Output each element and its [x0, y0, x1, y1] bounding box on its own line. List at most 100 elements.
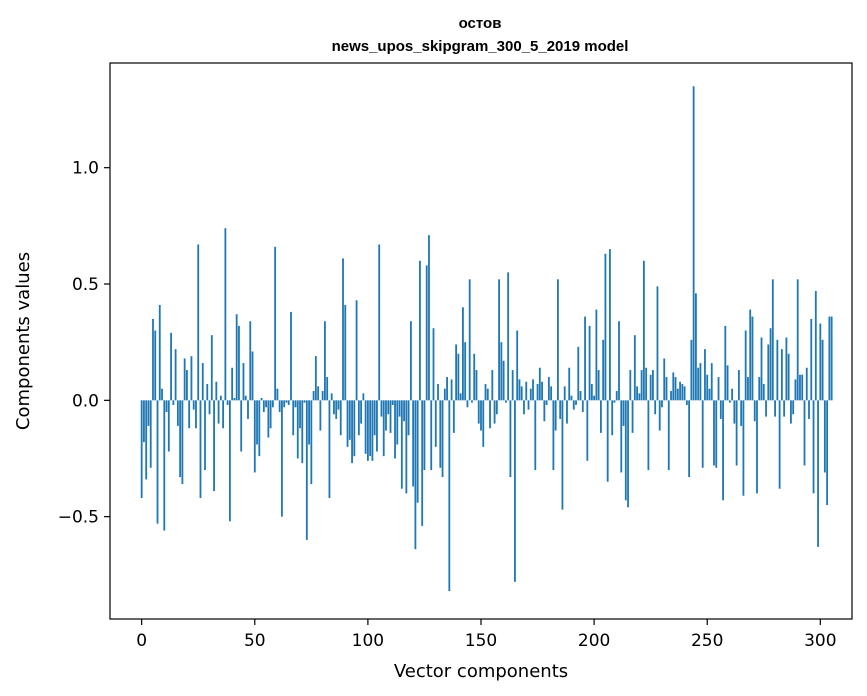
bar-20: [186, 370, 188, 401]
bar-11: [165, 400, 168, 412]
y-tick-label: 0.0: [72, 391, 99, 411]
bar-107: [382, 400, 385, 457]
bar-215: [627, 400, 629, 508]
bar-113: [396, 400, 399, 445]
bar-58: [271, 400, 274, 408]
bar-283: [780, 349, 783, 401]
bar-265: [740, 400, 743, 426]
bar-244: [692, 86, 695, 401]
bar-207: [609, 249, 611, 401]
bar-72: [303, 400, 306, 403]
bar-134: [443, 388, 446, 401]
bar-145: [468, 279, 471, 401]
bar-30: [208, 400, 211, 415]
bar-10: [163, 400, 166, 531]
bar-181: [550, 386, 553, 401]
bar-78: [317, 386, 320, 401]
bar-104: [376, 400, 378, 452]
bar-161: [504, 400, 507, 403]
bar-171: [527, 400, 530, 410]
bar-74: [308, 400, 310, 445]
bar-174: [534, 400, 537, 471]
bar-157: [495, 400, 498, 415]
bar-5: [152, 318, 154, 401]
bar-205: [604, 253, 607, 401]
bar-91: [346, 400, 349, 447]
bar-71: [301, 400, 304, 464]
bar-286: [787, 353, 790, 401]
bar-34: [217, 400, 220, 424]
bar-266: [742, 400, 745, 496]
bar-97: [360, 400, 363, 424]
bar-273: [758, 377, 761, 401]
bar-75: [310, 400, 313, 485]
bar-236: [674, 377, 677, 401]
bar-293: [803, 400, 806, 466]
bar-185: [559, 400, 562, 419]
bar-60: [276, 388, 279, 401]
bar-31: [210, 335, 213, 401]
bar-289: [794, 379, 797, 401]
bar-25: [197, 244, 200, 401]
bar-199: [590, 384, 593, 401]
x-axis-ticks: 0 50 100 150 200 250 300: [136, 619, 837, 651]
bar-288: [792, 400, 795, 415]
bar-305: [830, 316, 833, 401]
bar-127: [428, 235, 430, 401]
y-tick-label: 1.0: [72, 159, 99, 179]
bar-239: [681, 384, 684, 401]
y-tick-label: −0.5: [58, 508, 99, 528]
bar-128: [430, 400, 433, 471]
bar-26: [199, 400, 202, 499]
bar-28: [204, 400, 206, 471]
bar-80: [321, 391, 324, 401]
bar-282: [778, 400, 781, 489]
bar-33: [215, 381, 218, 401]
bar-142: [462, 307, 464, 401]
bar-195: [581, 400, 584, 412]
bar-201: [595, 309, 598, 401]
bar-188: [566, 400, 568, 424]
bar-196: [584, 316, 586, 401]
bar-16: [176, 400, 179, 426]
bar-275: [762, 384, 765, 401]
bar-211: [618, 321, 620, 401]
bar-82: [326, 377, 329, 401]
bar-302: [823, 400, 826, 473]
bar-268: [747, 377, 749, 401]
bar-114: [398, 400, 401, 417]
bar-123: [419, 260, 421, 401]
bar-102: [371, 400, 374, 461]
x-tick-label: 0: [136, 631, 147, 651]
bar-66: [290, 311, 292, 401]
bar-261: [731, 388, 734, 401]
bar-9: [161, 388, 163, 401]
bar-152: [484, 384, 487, 401]
bar-192: [575, 400, 577, 405]
bar-147: [473, 353, 476, 401]
bar-159: [500, 342, 503, 401]
bar-259: [726, 365, 729, 401]
bar-209: [613, 400, 616, 403]
bar-234: [670, 391, 672, 401]
bar-284: [783, 400, 786, 417]
bar-39: [228, 400, 231, 522]
bar-117: [405, 400, 408, 494]
bar-179: [545, 400, 548, 405]
bar-42: [235, 314, 238, 401]
bar-197: [586, 400, 589, 461]
bar-132: [439, 400, 442, 468]
bar-218: [633, 335, 636, 401]
bar-125: [423, 400, 426, 471]
bar-53: [260, 398, 263, 401]
bar-116: [403, 400, 405, 422]
bar-81: [324, 321, 326, 401]
bar-146: [471, 400, 473, 403]
bar-57: [269, 400, 272, 429]
bar-64: [285, 400, 288, 403]
bar-160: [502, 360, 505, 401]
bar-144: [466, 400, 469, 408]
bar-35: [219, 395, 222, 401]
bar-296: [810, 318, 813, 401]
bar-221: [640, 370, 643, 401]
